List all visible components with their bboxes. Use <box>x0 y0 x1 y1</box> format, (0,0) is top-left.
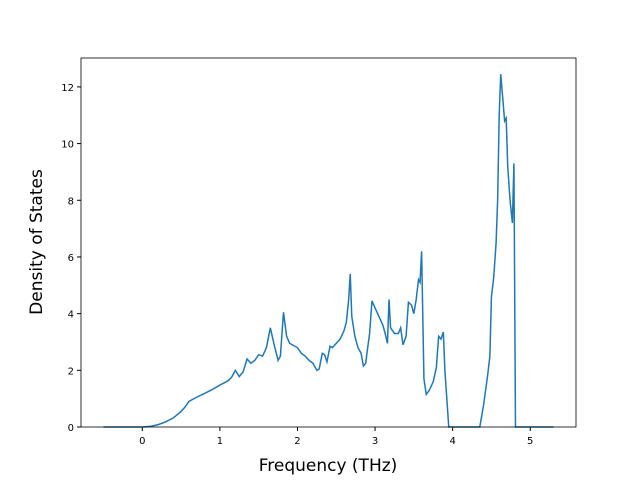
y-tick-label: 6 <box>68 253 74 264</box>
y-axis-label: Density of States <box>27 169 47 315</box>
y-tick-label: 0 <box>68 423 74 434</box>
y-tick-label: 4 <box>68 310 74 321</box>
y-tick-label: 12 <box>61 83 74 94</box>
plot-frame <box>80 57 577 428</box>
x-tick-label: 2 <box>294 436 300 447</box>
x-tick-label: 3 <box>372 436 378 447</box>
x-tick-label: 0 <box>139 436 145 447</box>
line <box>103 74 554 428</box>
x-tick-label: 1 <box>217 436 223 447</box>
x-tick-label: 4 <box>449 436 455 447</box>
y-tick-label: 10 <box>61 140 74 151</box>
y-tick-label: 8 <box>68 196 74 207</box>
y-tick-label: 2 <box>68 366 74 377</box>
x-tick-label: 5 <box>527 436 533 447</box>
x-axis-label: Frequency (THz) <box>259 456 398 476</box>
